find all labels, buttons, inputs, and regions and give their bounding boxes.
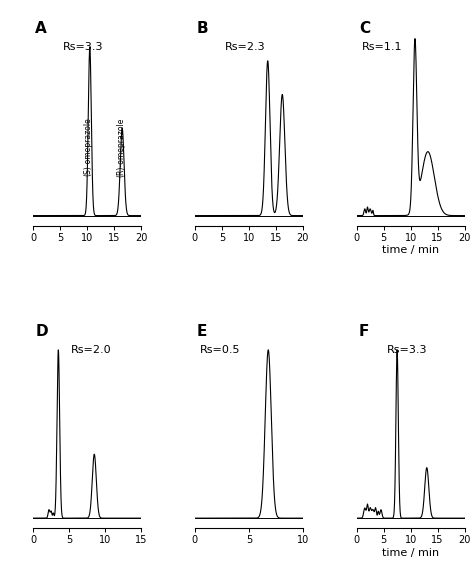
Text: D: D [36,324,48,339]
X-axis label: time / min: time / min [382,548,439,558]
Text: Rs=2.0: Rs=2.0 [71,345,111,354]
Text: Rs=0.5: Rs=0.5 [201,345,241,354]
Text: Rs=3.3: Rs=3.3 [387,345,428,354]
Text: Rs=1.1: Rs=1.1 [362,42,402,52]
Text: A: A [36,21,47,36]
Text: Rs=2.3: Rs=2.3 [225,42,266,52]
X-axis label: time / min: time / min [382,245,439,256]
Text: C: C [359,21,370,36]
Text: (R)-omeprazole: (R)-omeprazole [116,117,125,177]
Text: E: E [197,324,208,339]
Text: (S)-omeprazole: (S)-omeprazole [84,117,93,176]
Text: B: B [197,21,209,36]
Text: Rs=3.3: Rs=3.3 [64,42,104,52]
Text: F: F [359,324,369,339]
